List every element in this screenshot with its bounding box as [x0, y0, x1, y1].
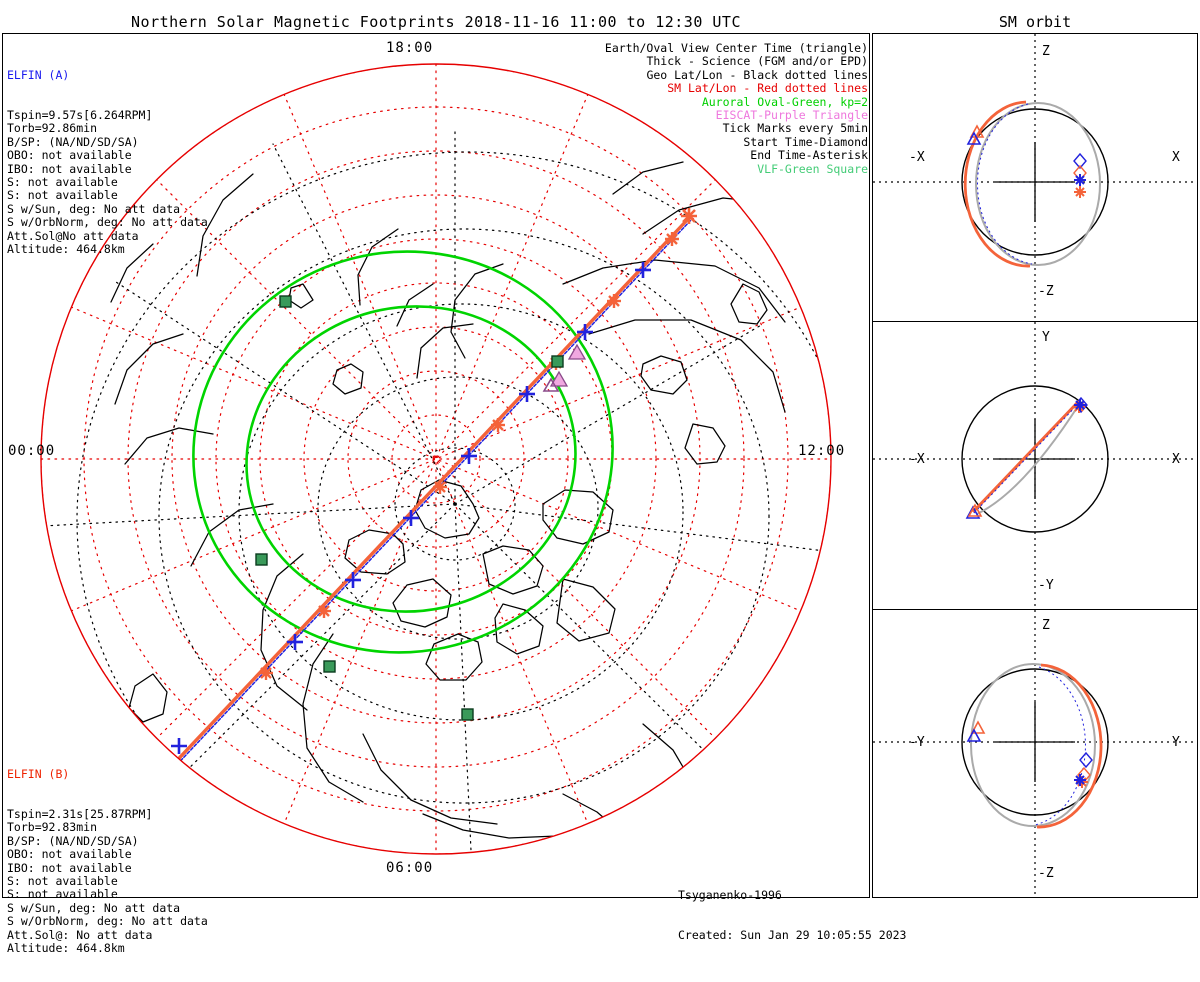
spacecraft-a-line-3: OBO: not available [7, 148, 132, 163]
orbit-divider-2 [872, 609, 1198, 610]
orbit-xy-axis-neg-x: -X [909, 452, 925, 467]
tick-marks-a [171, 262, 651, 754]
orbit-plot-xz [873, 34, 1197, 320]
mlt-label-left: 00:00 [8, 443, 56, 459]
vlf-stations [255, 295, 564, 721]
legend-item-9: VLF-Green Square [757, 161, 868, 176]
spacecraft-a-line-8: S w/OrbNorm, deg: No att data [7, 215, 208, 230]
spacecraft-b-line-8: S w/OrbNorm, deg: No att data [7, 914, 208, 929]
map-panel [2, 33, 870, 898]
orbit-plot-xy [873, 322, 1197, 609]
footprint-track-a [152, 219, 692, 791]
orbit-yz-axis-y: Y [1172, 735, 1180, 750]
page-title: Northern Solar Magnetic Footprints 2018-… [131, 13, 741, 31]
legend-item-0: Earth/Oval View Center Time (triangle) [604, 41, 868, 55]
view-center-triangles [542, 377, 560, 392]
legend-item-2: Geo Lat/Lon - Black dotted lines [646, 67, 868, 82]
screenshot-root: Northern Solar Magnetic Footprints 2018-… [2, 13, 1198, 955]
spacecraft-b-name: ELFIN (B) [7, 766, 70, 781]
spacecraft-b-lines: Tspin=2.31s[25.87RPM] Torb=92.83min B/SP: … [7, 807, 208, 956]
eiscat-stations [549, 343, 587, 387]
mlt-label-right: 12:00 [798, 443, 846, 459]
spacecraft-b-line-5: S: not available [7, 874, 118, 889]
spacecraft-b-line-7: S w/Sun, deg: No att data [7, 900, 181, 915]
orbit-panel [872, 33, 1198, 898]
spacecraft-a-line-0: Tspin=9.57s[6.264RPM] [7, 108, 153, 123]
spacecraft-b-line-9: Att.Sol@: No att data [7, 927, 153, 942]
orbit-yz-axis-neg-z: -Z [1038, 866, 1054, 881]
spacecraft-b-info: ELFIN (B) Tspin=2.31s[25.87RPM] Torb=92.8… [7, 741, 208, 982]
spacecraft-b-line-6: S: not available [7, 887, 118, 902]
spacecraft-b-line-0: Tspin=2.31s[25.87RPM] [7, 807, 153, 822]
model-name: Tsyganenko-1996 [678, 887, 782, 902]
spacecraft-a-line-6: S: not available [7, 188, 118, 203]
orbit-xz-axis-neg-x: -X [909, 150, 925, 165]
legend: Earth/Oval View Center Time (triangle) Th… [604, 41, 868, 176]
legend-item-8: End Time-Asterisk [750, 148, 868, 163]
spacecraft-b-line-10: Altitude: 464.8km [7, 941, 125, 956]
spacecraft-b-line-3: OBO: not available [7, 847, 132, 862]
auroral-oval-rings [192, 250, 614, 654]
orbit-xz-axis-neg-z: -Z [1038, 284, 1054, 299]
spacecraft-b-line-1: Torb=92.83min [7, 820, 98, 835]
orbit-yz-axis-z: Z [1042, 618, 1050, 633]
orbit-xz-axis-x: X [1172, 150, 1180, 165]
spacecraft-a-line-5: S: not available [7, 175, 118, 190]
spacecraft-a-line-4: IBO: not available [7, 161, 132, 176]
spacecraft-a-line-7: S w/Sun, deg: No att data [7, 201, 181, 216]
legend-item-1: Thick - Science (FGM and/or EPD) [646, 54, 868, 69]
spacecraft-a-line-10: Altitude: 464.8km [7, 242, 125, 257]
legend-item-7: Start Time-Diamond [743, 134, 868, 149]
orbit-xy-axis-neg-y: -Y [1038, 578, 1054, 593]
legend-item-3: SM Lat/Lon - Red dotted lines [667, 81, 868, 96]
spacecraft-a-info: ELFIN (A) Tspin=9.57s[6.264RPM] Torb=92.8… [7, 42, 208, 283]
spacecraft-a-line-9: Att.Sol@No att data [7, 228, 139, 243]
spacecraft-a-line-1: Torb=92.86min [7, 121, 98, 136]
spacecraft-a-lines: Tspin=9.57s[6.264RPM] Torb=92.86min B/SP: … [7, 108, 208, 257]
orbit-xy-axis-x: X [1172, 452, 1180, 467]
spacecraft-b-line-2: B/SP: (NA/ND/SD/SA) [7, 833, 139, 848]
end-marker-b [681, 208, 697, 224]
created-timestamp: Created: Sun Jan 29 10:05:55 2023 [678, 928, 907, 943]
orbit-xy-axis-y: Y [1042, 330, 1050, 345]
spacecraft-a-line-2: B/SP: (NA/ND/SD/SA) [7, 134, 139, 149]
footprint-track-b [149, 216, 691, 790]
mlt-label-top: 18:00 [386, 40, 434, 56]
spacecraft-a-name: ELFIN (A) [7, 67, 70, 82]
orbit-divider-1 [872, 321, 1198, 322]
legend-item-6: Tick Marks every 5min [722, 121, 868, 136]
legend-item-5: EISCAT-Purple Triangle [715, 108, 868, 123]
orbit-plot-yz [873, 610, 1197, 897]
sm-meridians [41, 64, 831, 854]
orbit-yz-axis-neg-y: -Y [909, 735, 925, 750]
geo-grid [42, 128, 831, 854]
polar-footprint-map [40, 63, 832, 855]
legend-item-4: Auroral Oval-Green, kp=2 [701, 94, 868, 109]
spacecraft-b-line-4: IBO: not available [7, 860, 132, 875]
orbit-xz-axis-z: Z [1042, 44, 1050, 59]
orbit-panel-title: SM orbit [998, 13, 1072, 31]
mlt-label-bottom: 06:00 [386, 860, 434, 876]
